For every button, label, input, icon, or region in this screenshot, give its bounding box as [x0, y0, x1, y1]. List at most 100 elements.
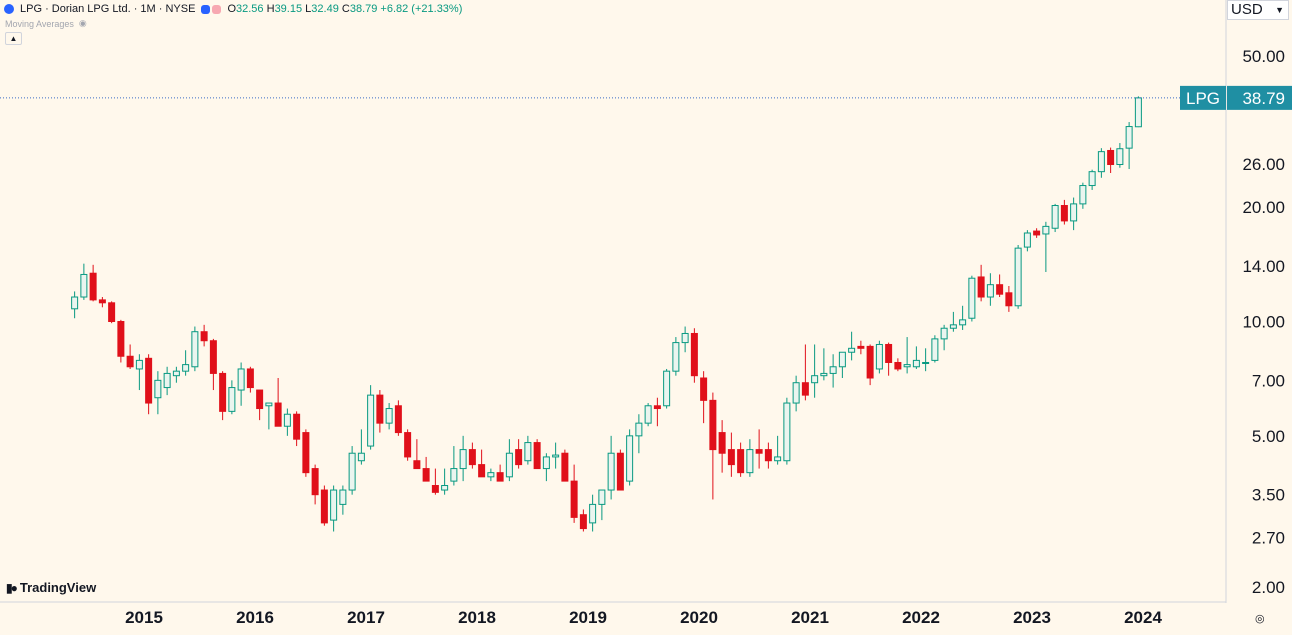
candle[interactable]: [237, 362, 245, 406]
candle[interactable]: [274, 377, 282, 427]
candle[interactable]: [385, 403, 393, 430]
candle[interactable]: [1070, 197, 1078, 231]
candle[interactable]: [579, 509, 587, 532]
tradingview-logo[interactable]: ▮● TradingView: [6, 580, 96, 595]
candle[interactable]: [542, 453, 550, 482]
candle[interactable]: [348, 446, 356, 495]
eye-icon[interactable]: ◉: [78, 18, 87, 28]
candle[interactable]: [330, 485, 338, 532]
candle[interactable]: [857, 340, 865, 355]
candle[interactable]: [829, 354, 837, 388]
axis-settings-icon[interactable]: ◎: [1255, 613, 1265, 625]
candle[interactable]: [894, 358, 902, 372]
candle[interactable]: [145, 354, 153, 415]
candle[interactable]: [496, 464, 504, 482]
candle[interactable]: [80, 263, 88, 300]
candle[interactable]: [949, 311, 957, 332]
candle[interactable]: [71, 291, 79, 319]
candle[interactable]: [792, 375, 800, 412]
candle[interactable]: [764, 442, 772, 469]
candle[interactable]: [672, 337, 680, 376]
candle[interactable]: [376, 390, 384, 433]
candle[interactable]: [552, 442, 560, 469]
candle[interactable]: [394, 400, 402, 436]
moving-averages-legend[interactable]: Moving Averages ◉: [5, 18, 87, 29]
candle[interactable]: [209, 338, 217, 391]
candle[interactable]: [737, 442, 745, 477]
candle[interactable]: [441, 468, 449, 495]
candle[interactable]: [117, 319, 125, 363]
candle[interactable]: [931, 335, 939, 363]
data-status-icon[interactable]: [212, 4, 222, 14]
candle[interactable]: [616, 449, 624, 491]
candle[interactable]: [1060, 199, 1068, 225]
candle[interactable]: [912, 346, 920, 369]
candle[interactable]: [98, 297, 106, 308]
candle[interactable]: [422, 456, 430, 482]
candle[interactable]: [1107, 147, 1115, 174]
candle[interactable]: [1088, 169, 1096, 190]
candle[interactable]: [320, 485, 328, 526]
candle[interactable]: [977, 264, 985, 302]
candle[interactable]: [339, 485, 347, 515]
candle[interactable]: [367, 385, 375, 450]
time-axis[interactable]: 2015 2016 2017 2018 2019 2020 2021 2022 2023 2024: [125, 608, 1162, 627]
candle[interactable]: [755, 429, 763, 469]
candle[interactable]: [866, 344, 874, 386]
candle[interactable]: [663, 368, 671, 409]
candle[interactable]: [172, 366, 180, 383]
candle[interactable]: [505, 439, 513, 482]
candle[interactable]: [357, 429, 365, 465]
candle[interactable]: [302, 429, 310, 477]
candle[interactable]: [1134, 96, 1142, 128]
candle[interactable]: [1125, 122, 1133, 170]
candle[interactable]: [533, 439, 541, 470]
currency-selector[interactable]: USD ▼: [1227, 0, 1289, 20]
candle[interactable]: [1005, 286, 1013, 312]
candle[interactable]: [135, 354, 143, 391]
candle[interactable]: [783, 397, 791, 465]
candle[interactable]: [875, 340, 883, 374]
candle[interactable]: [293, 411, 301, 447]
candle[interactable]: [108, 301, 116, 324]
candle[interactable]: [959, 305, 967, 330]
candle[interactable]: [1051, 203, 1059, 233]
candle[interactable]: [524, 435, 532, 465]
candle[interactable]: [1116, 143, 1124, 168]
candle[interactable]: [478, 449, 486, 478]
candle[interactable]: [801, 344, 809, 401]
candle[interactable]: [246, 366, 254, 393]
candle[interactable]: [903, 337, 911, 374]
candle[interactable]: [191, 326, 199, 372]
candle[interactable]: [1079, 182, 1087, 209]
collapse-legend-button[interactable]: ▲: [5, 32, 22, 45]
candle[interactable]: [996, 274, 1004, 298]
candle[interactable]: [228, 380, 236, 415]
candle[interactable]: [450, 446, 458, 486]
candle[interactable]: [848, 331, 856, 361]
candle[interactable]: [431, 468, 439, 495]
candle[interactable]: [820, 348, 828, 381]
candle[interactable]: [968, 275, 976, 322]
candle[interactable]: [700, 371, 708, 424]
candle[interactable]: [940, 324, 948, 351]
candle[interactable]: [265, 402, 273, 430]
candle[interactable]: [459, 435, 467, 482]
candle[interactable]: [838, 351, 846, 378]
candle[interactable]: [283, 408, 291, 436]
candle[interactable]: [182, 350, 190, 376]
candle[interactable]: [163, 366, 171, 396]
candle[interactable]: [681, 326, 689, 353]
candle[interactable]: [154, 371, 162, 415]
candle[interactable]: [561, 449, 569, 482]
candle[interactable]: [653, 397, 661, 427]
candle[interactable]: [626, 429, 634, 486]
candle[interactable]: [1033, 228, 1041, 238]
candle[interactable]: [468, 442, 476, 469]
candle[interactable]: [607, 435, 615, 500]
candle[interactable]: [1042, 221, 1050, 272]
candle[interactable]: [200, 324, 208, 347]
candle[interactable]: [598, 489, 606, 521]
candle[interactable]: [885, 342, 893, 376]
